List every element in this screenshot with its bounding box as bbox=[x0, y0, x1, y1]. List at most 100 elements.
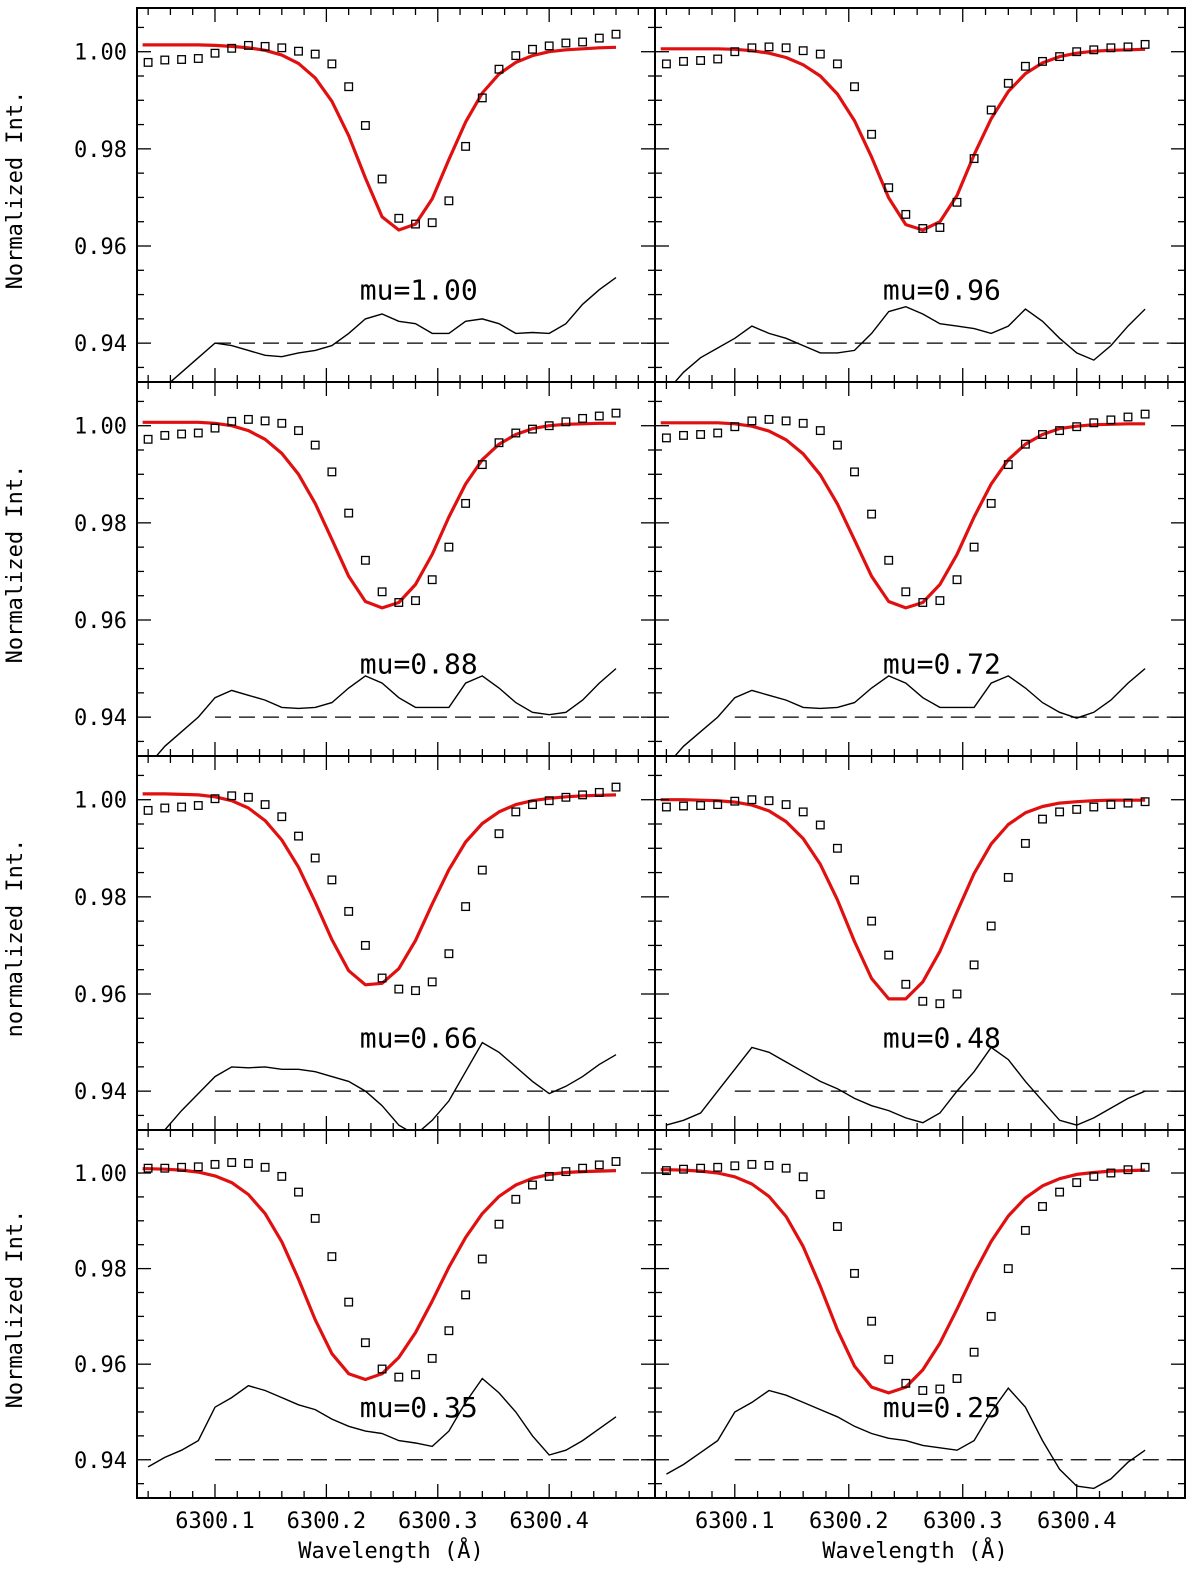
observed-point bbox=[227, 1158, 237, 1167]
observed-point bbox=[210, 423, 220, 433]
observed-point bbox=[969, 1347, 979, 1357]
observed-point bbox=[327, 1252, 337, 1262]
observed-point bbox=[1020, 439, 1030, 449]
observed-point bbox=[260, 41, 270, 51]
observed-point bbox=[696, 801, 706, 810]
observed-point bbox=[867, 129, 877, 139]
observed-point bbox=[377, 174, 387, 184]
observed-point bbox=[277, 812, 287, 822]
observed-point bbox=[411, 1370, 420, 1380]
observed-point bbox=[143, 434, 153, 444]
observed-point bbox=[177, 1162, 187, 1172]
observed-point bbox=[344, 906, 354, 916]
observed-point bbox=[969, 542, 979, 552]
observed-point bbox=[1106, 1168, 1116, 1178]
observed-point bbox=[1055, 807, 1065, 817]
y-tick-label: 1.00 bbox=[74, 41, 127, 66]
y-axis-title: normalized Int. bbox=[3, 839, 28, 1038]
observed-point bbox=[578, 1163, 588, 1173]
observed-point bbox=[1106, 800, 1116, 810]
observed-point bbox=[561, 38, 571, 48]
observed-point bbox=[494, 64, 504, 74]
observed-point bbox=[935, 1384, 945, 1394]
residual-line bbox=[666, 1386, 1146, 1490]
plot-area bbox=[142, 782, 621, 1130]
observed-point bbox=[952, 575, 962, 585]
observed-point bbox=[160, 430, 170, 440]
observed-point bbox=[901, 1378, 911, 1388]
observed-point bbox=[850, 875, 859, 885]
observed-point bbox=[815, 1190, 825, 1199]
observed-point bbox=[1123, 1165, 1133, 1175]
observed-point bbox=[360, 940, 370, 950]
observed-point bbox=[764, 414, 774, 424]
observed-point bbox=[360, 1338, 370, 1348]
observed-point bbox=[867, 916, 877, 926]
observed-point bbox=[193, 428, 203, 438]
observed-point bbox=[1020, 838, 1030, 848]
observed-point bbox=[327, 59, 337, 69]
observed-point bbox=[611, 782, 621, 792]
observed-point bbox=[747, 416, 757, 426]
observed-point bbox=[277, 43, 287, 53]
y-tick-label: 0.98 bbox=[74, 512, 127, 537]
observed-point bbox=[461, 498, 471, 508]
panel-frame bbox=[136, 755, 656, 1131]
observed-point bbox=[444, 542, 454, 552]
y-tick-label: 0.98 bbox=[74, 1258, 127, 1283]
panel-label: mu=0.96 bbox=[883, 274, 1001, 307]
y-tick-label: 0.96 bbox=[74, 983, 127, 1008]
observed-point bbox=[377, 973, 387, 983]
observed-point bbox=[327, 467, 337, 477]
observed-point bbox=[815, 426, 825, 436]
observed-point bbox=[594, 411, 604, 421]
observed-point bbox=[411, 596, 420, 606]
observed-point bbox=[798, 807, 808, 817]
fit-line bbox=[142, 43, 617, 232]
observed-point bbox=[1072, 804, 1082, 814]
observed-point bbox=[969, 960, 979, 970]
observed-point bbox=[411, 219, 420, 229]
observed-point bbox=[427, 575, 437, 585]
observed-point bbox=[798, 46, 808, 56]
observed-point bbox=[1003, 1264, 1013, 1274]
residual-line bbox=[674, 668, 1146, 756]
observed-point bbox=[661, 59, 671, 69]
observed-point bbox=[511, 51, 521, 61]
observed-point bbox=[918, 598, 928, 607]
observed-point bbox=[494, 1219, 504, 1229]
observed-point bbox=[594, 1160, 604, 1170]
observed-point bbox=[747, 795, 757, 805]
observed-point bbox=[143, 57, 153, 67]
observed-point bbox=[1089, 418, 1099, 428]
observed-point bbox=[986, 498, 996, 508]
observed-point bbox=[578, 790, 588, 800]
observed-point bbox=[444, 196, 454, 206]
observed-point bbox=[969, 154, 979, 164]
observed-point bbox=[1055, 426, 1065, 436]
observed-point bbox=[986, 1311, 996, 1321]
observed-point bbox=[747, 43, 757, 53]
observed-point bbox=[764, 42, 774, 52]
observed-point bbox=[193, 801, 203, 810]
observed-point bbox=[867, 1316, 877, 1326]
observed-point bbox=[544, 421, 554, 431]
y-axis-title: Normalized Int. bbox=[3, 465, 28, 664]
observed-point bbox=[511, 428, 521, 438]
observed-point bbox=[832, 440, 842, 450]
observed-point bbox=[798, 418, 808, 428]
observed-point bbox=[511, 1194, 521, 1204]
panel-2 bbox=[654, 7, 1186, 383]
panel-frame bbox=[136, 7, 656, 383]
x-tick-label: 6300.2 bbox=[809, 1509, 888, 1534]
observed-point bbox=[1123, 42, 1133, 52]
observed-point bbox=[461, 902, 471, 912]
observed-point bbox=[850, 82, 859, 92]
panel-label: mu=0.66 bbox=[360, 1022, 478, 1055]
observed-point bbox=[850, 1268, 859, 1278]
residual-line bbox=[163, 1041, 617, 1130]
observed-point bbox=[528, 424, 537, 434]
observed-point bbox=[815, 49, 825, 59]
observed-point bbox=[986, 105, 996, 115]
